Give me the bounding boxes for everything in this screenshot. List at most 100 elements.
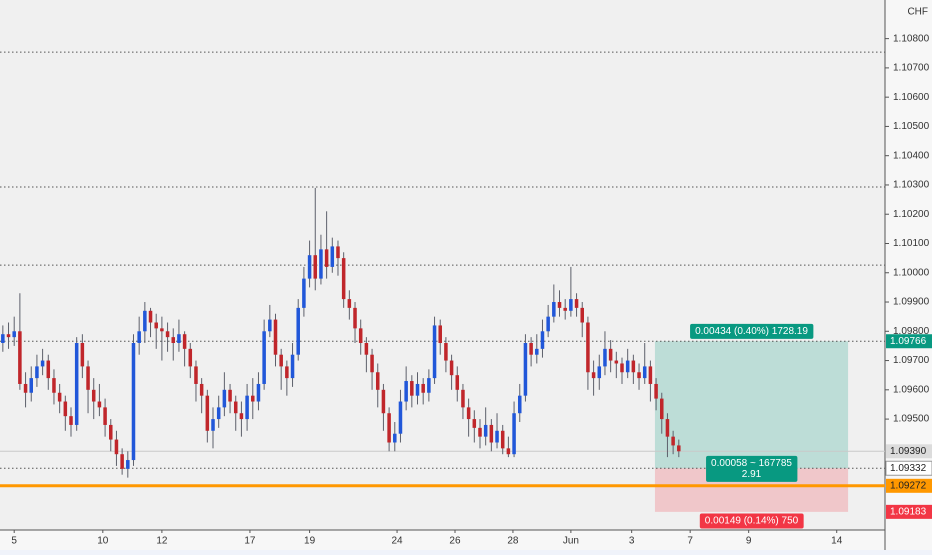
x-tick-label: 10: [97, 536, 109, 547]
candle-body: [506, 448, 511, 455]
candle-body: [160, 328, 164, 332]
candle-body: [29, 378, 34, 393]
candle-body: [620, 363, 624, 373]
price-tag-label: 1.09390: [890, 446, 927, 457]
candle-body: [268, 319, 272, 332]
candle-body: [427, 378, 431, 393]
candle-body: [677, 445, 681, 452]
candle-body: [279, 354, 283, 367]
candle-body: [120, 454, 124, 469]
y-tick-label: 1.10400: [893, 150, 930, 161]
candle-body: [199, 383, 204, 396]
candle-body: [6, 334, 11, 338]
candle-body: [500, 430, 505, 449]
price-tag: [886, 334, 932, 349]
price-tag: [886, 478, 932, 493]
price-tag-label: 1.09183: [890, 506, 927, 517]
candle-body: [546, 316, 550, 332]
x-tick-label: 24: [391, 536, 403, 547]
candle-body: [80, 342, 85, 367]
stop-label: 0.00149 (0.14%) 750: [705, 515, 799, 526]
time-axis: [0, 530, 885, 550]
candle-body: [438, 325, 442, 343]
y-tick-label: 1.10100: [893, 238, 930, 249]
candle-body: [574, 299, 579, 308]
candle-body: [177, 334, 181, 343]
candle-body: [603, 348, 607, 367]
price-tag: [886, 444, 932, 459]
candle-body: [375, 372, 380, 390]
price-tag: [885, 460, 932, 476]
candle-body: [330, 246, 335, 267]
candle-body: [182, 334, 187, 349]
x-tick-label: 7: [687, 536, 693, 547]
candle-body: [313, 255, 318, 279]
price-tag-label: 1.09272: [890, 480, 927, 491]
price-tag-label: 1.09766: [890, 336, 927, 347]
candle-body: [18, 331, 22, 384]
candle-body: [341, 258, 346, 300]
candle-body: [302, 278, 306, 308]
candle-body: [137, 331, 141, 343]
candle-body: [171, 337, 176, 343]
candle-body: [307, 255, 312, 279]
candle-body: [222, 389, 227, 408]
candle-body: [637, 372, 641, 379]
candle-body: [114, 439, 119, 455]
candle-body: [370, 354, 374, 373]
candle-body: [324, 249, 329, 267]
candle-body: [597, 366, 602, 379]
candle-body: [97, 401, 102, 408]
x-tick-label: 5: [11, 536, 17, 547]
candle-body: [671, 436, 675, 446]
candle-body: [642, 366, 647, 379]
y-tick-label: 1.10300: [893, 180, 930, 191]
candle-body: [86, 366, 90, 390]
candle-body: [126, 460, 130, 469]
candle-body: [364, 342, 369, 355]
candle-body: [23, 383, 28, 393]
candle-body: [211, 419, 215, 431]
y-tick-label: 1.10600: [893, 92, 930, 103]
x-tick-label: 12: [156, 536, 168, 547]
candle-body: [483, 424, 488, 437]
candle-body: [461, 389, 465, 408]
candle-body: [347, 299, 352, 308]
y-tick-label: 1.10200: [893, 209, 930, 220]
candle-body: [489, 424, 494, 443]
y-tick-label: 1.09800: [893, 326, 930, 337]
price-tag: [886, 504, 932, 519]
candle-body: [625, 360, 630, 373]
x-tick-label: 28: [507, 536, 519, 547]
candle-body: [216, 407, 221, 420]
candle-body: [35, 366, 39, 379]
y-tick-label: 1.09700: [893, 355, 930, 366]
candle-body: [495, 430, 499, 443]
candle-body: [665, 419, 670, 437]
candle-body: [205, 395, 210, 431]
candle-body: [432, 325, 437, 379]
y-tick-label: 1.10500: [893, 121, 930, 132]
target-label-box: [690, 323, 814, 339]
candle-body: [410, 381, 414, 396]
candle-body: [517, 395, 522, 414]
candle-body: [540, 331, 545, 349]
candle-body: [563, 307, 567, 311]
candle-body: [194, 366, 198, 384]
candle-body: [381, 389, 386, 414]
profit-zone: [654, 341, 849, 469]
currency-label: CHF: [907, 7, 928, 18]
candle-body: [648, 366, 653, 384]
candle-body: [154, 322, 158, 329]
candle-body: [660, 398, 664, 420]
candle-body: [256, 383, 261, 402]
candle-body: [444, 342, 448, 361]
candle-body: [393, 433, 397, 443]
candle-body: [586, 322, 590, 373]
candle-body: [529, 342, 533, 355]
candle-body: [631, 360, 636, 373]
candle-body: [387, 413, 391, 443]
candle-body: [131, 342, 136, 461]
candle-body: [165, 331, 170, 338]
stop-label-box: [699, 513, 804, 529]
